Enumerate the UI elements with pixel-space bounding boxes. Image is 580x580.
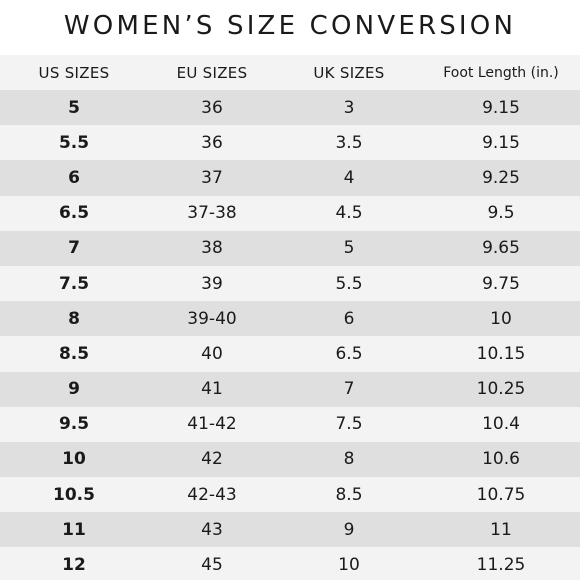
eu-size-cell: 38 (201, 238, 223, 259)
table-row: 7.5 39 5.5 9.75 (0, 265, 580, 302)
foot-length-cell: 10.25 (476, 379, 526, 400)
us-size-cell: 5.5 (58, 132, 90, 153)
us-size-cell: 9.5 (58, 414, 90, 435)
us-size-cell: 6.5 (58, 203, 90, 224)
uk-size-cell: 6 (343, 308, 355, 329)
us-size-cell: 7 (68, 238, 80, 259)
uk-size-cell: 3 (343, 97, 355, 118)
us-size-cell: 5 (68, 97, 80, 118)
table-row: 11 43 9 11 (0, 512, 580, 548)
foot-length-cell: 11 (490, 519, 512, 540)
eu-size-cell: 41 (201, 379, 223, 400)
eu-size-cell: 45 (201, 555, 223, 576)
us-size-cell: 9 (68, 379, 80, 400)
us-size-cell: 6 (68, 167, 80, 188)
uk-size-cell: 5.5 (335, 273, 363, 294)
uk-size-cell: 4.5 (335, 203, 363, 224)
us-size-cell: 12 (62, 555, 86, 576)
header-eu-sizes: EU SIZES (176, 63, 248, 82)
table-row: 7 38 5 9.65 (0, 230, 580, 266)
table-row: 9 41 7 10.25 (0, 371, 580, 407)
page-title: WOMEN’S SIZE CONVERSION (63, 11, 517, 41)
table-row: 6.5 37-38 4.5 9.5 (0, 195, 580, 231)
eu-size-cell: 37 (201, 167, 223, 188)
us-size-cell: 7.5 (58, 273, 90, 294)
foot-length-cell: 9.75 (482, 273, 520, 294)
header-us-sizes: US SIZES (38, 63, 110, 82)
us-size-cell: 8 (68, 308, 80, 329)
table-header-row: US SIZES EU SIZES UK SIZES Foot Length (… (0, 55, 580, 90)
table-row: 6 37 4 9.25 (0, 160, 580, 196)
uk-size-cell: 5 (343, 238, 355, 259)
us-size-cell: 10 (62, 449, 86, 470)
uk-size-cell: 8 (343, 449, 355, 470)
header-uk-sizes: UK SIZES (313, 63, 385, 82)
uk-size-cell: 10 (338, 555, 360, 576)
foot-length-cell: 10.4 (482, 414, 520, 435)
foot-length-cell: 9.65 (482, 238, 520, 259)
eu-size-cell: 40 (201, 343, 223, 364)
table-row: 5 36 3 9.15 (0, 90, 580, 126)
uk-size-cell: 7.5 (335, 414, 363, 435)
table-row: 10.5 42-43 8.5 10.75 (0, 477, 580, 513)
foot-length-cell: 10.75 (476, 484, 526, 505)
foot-length-cell: 9.15 (482, 97, 520, 118)
foot-length-cell: 9.5 (487, 203, 515, 224)
eu-size-cell: 39 (201, 273, 223, 294)
uk-size-cell: 4 (343, 167, 355, 188)
us-size-cell: 10.5 (53, 484, 95, 505)
foot-length-cell: 9.15 (482, 132, 520, 153)
eu-size-cell: 42-43 (187, 484, 237, 505)
eu-size-cell: 36 (201, 132, 223, 153)
uk-size-cell: 9 (343, 519, 355, 540)
eu-size-cell: 37-38 (187, 203, 237, 224)
eu-size-cell: 43 (201, 519, 223, 540)
table-row: 9.5 41-42 7.5 10.4 (0, 406, 580, 442)
foot-length-cell: 10.15 (476, 343, 526, 364)
eu-size-cell: 41-42 (187, 414, 237, 435)
us-size-cell: 8.5 (58, 343, 90, 364)
table-row: 12 45 10 11.25 (0, 547, 580, 580)
table-row: 10 42 8 10.6 (0, 441, 580, 478)
table-row: 5.5 36 3.5 9.15 (0, 125, 580, 161)
foot-length-cell: 10.6 (482, 449, 520, 470)
size-conversion-table: US SIZES EU SIZES UK SIZES Foot Length (… (0, 55, 580, 580)
foot-length-cell: 11.25 (476, 555, 526, 576)
uk-size-cell: 7 (343, 379, 355, 400)
us-size-cell: 11 (62, 519, 86, 540)
eu-size-cell: 42 (201, 449, 223, 470)
table-row: 8 39-40 6 10 (0, 301, 580, 337)
foot-length-cell: 10 (490, 308, 512, 329)
header-foot-length: Foot Length (in.) (443, 64, 559, 81)
foot-length-cell: 9.25 (482, 167, 520, 188)
eu-size-cell: 39-40 (187, 308, 237, 329)
uk-size-cell: 8.5 (335, 484, 363, 505)
eu-size-cell: 36 (201, 97, 223, 118)
uk-size-cell: 6.5 (335, 343, 363, 364)
uk-size-cell: 3.5 (335, 132, 363, 153)
table-row: 8.5 40 6.5 10.15 (0, 336, 580, 372)
